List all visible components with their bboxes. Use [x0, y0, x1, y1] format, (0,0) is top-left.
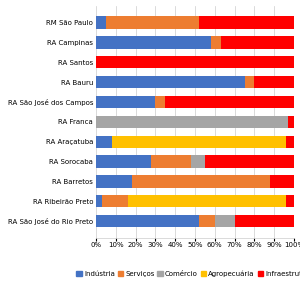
- Bar: [165, 96, 294, 108]
- Bar: [96, 96, 155, 108]
- Bar: [96, 76, 244, 88]
- Bar: [221, 36, 294, 48]
- Bar: [96, 175, 132, 188]
- Bar: [270, 175, 294, 188]
- Bar: [286, 195, 294, 207]
- Bar: [132, 175, 270, 188]
- Bar: [199, 16, 294, 29]
- Bar: [211, 36, 221, 48]
- Bar: [235, 215, 294, 227]
- Bar: [96, 215, 199, 227]
- Bar: [152, 155, 191, 168]
- Bar: [244, 76, 254, 88]
- Bar: [112, 135, 286, 148]
- Bar: [215, 215, 235, 227]
- Bar: [96, 116, 288, 128]
- Bar: [155, 96, 165, 108]
- Bar: [286, 135, 294, 148]
- Legend: Indústria, Serviços, Comércio, Agropecuária, Infraestrutura: Indústria, Serviços, Comércio, Agropecuá…: [75, 269, 300, 278]
- Bar: [288, 116, 294, 128]
- Bar: [96, 36, 211, 48]
- Bar: [128, 195, 286, 207]
- Bar: [191, 155, 205, 168]
- Bar: [96, 195, 102, 207]
- Bar: [96, 56, 294, 68]
- Bar: [254, 76, 294, 88]
- Bar: [96, 16, 106, 29]
- Bar: [96, 135, 112, 148]
- Bar: [199, 215, 215, 227]
- Bar: [205, 155, 294, 168]
- Bar: [96, 155, 152, 168]
- Bar: [106, 16, 199, 29]
- Bar: [102, 195, 128, 207]
